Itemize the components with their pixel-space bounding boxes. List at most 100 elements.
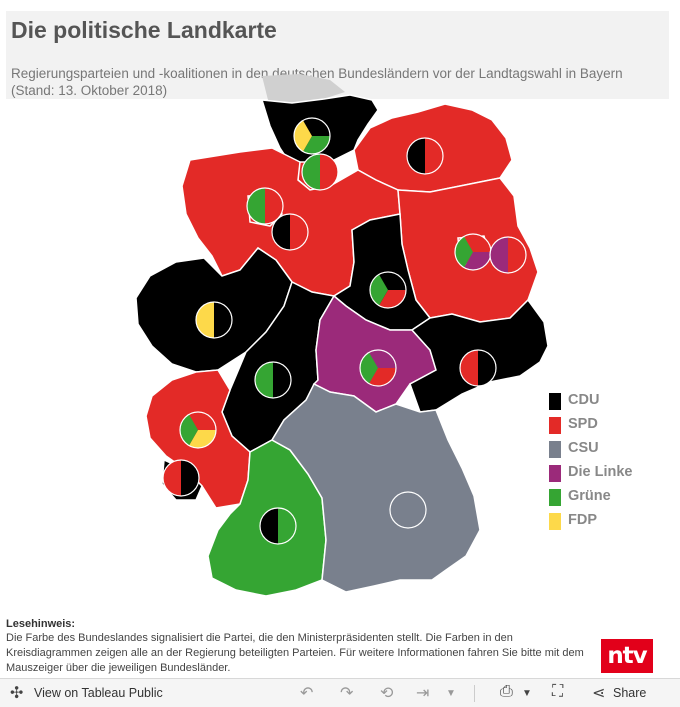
- legend-swatch-cdu: [549, 393, 561, 410]
- legend-item-cdu[interactable]: CDU: [549, 390, 649, 414]
- pie-slice-spd: [290, 214, 308, 250]
- pie-outline: [195, 301, 233, 339]
- pie-schleswig-holstein[interactable]: [293, 117, 331, 155]
- map-svg: [135, 74, 549, 597]
- pie-slice-cdu: [272, 214, 290, 250]
- pie-slice-spd: [508, 237, 526, 273]
- view-on-tableau-link[interactable]: View on Tableau Public: [34, 686, 163, 700]
- pie-rheinland-pfalz[interactable]: [179, 411, 217, 449]
- ntv-logo-text: ntv: [607, 643, 647, 669]
- redo-icon[interactable]: ↷: [340, 685, 354, 702]
- legend-swatch-csu: [549, 441, 561, 458]
- state-bayern[interactable]: [270, 382, 481, 593]
- pie-slice-cdu: [407, 138, 425, 174]
- legend-label-spd: SPD: [568, 416, 598, 432]
- pie-outline: [359, 349, 397, 387]
- coalition-pies: [162, 117, 527, 545]
- map-legend: CDU SPD CSU Die Linke Grüne FDP: [549, 390, 649, 534]
- fullscreen-icon[interactable]: ⛶: [552, 683, 564, 700]
- page-title: Die politische Landkarte: [11, 17, 277, 43]
- reading-note-text: Die Farbe des Bundeslandes signalisiert …: [6, 632, 584, 674]
- pie-slice-fdp: [294, 120, 312, 152]
- pie-slice-gruene: [255, 362, 273, 398]
- pie-saarland[interactable]: [162, 459, 200, 497]
- pie-slice-gruene: [360, 352, 378, 384]
- legend-label-csu: CSU: [568, 440, 599, 456]
- pie-slice-gruene: [179, 414, 198, 446]
- pie-slice-fdp: [196, 302, 214, 338]
- pie-mecklenburg-vorpommern[interactable]: [406, 137, 444, 175]
- legend-item-fdp[interactable]: FDP: [549, 510, 649, 534]
- pie-outline: [259, 507, 297, 545]
- revert-icon[interactable]: ⟲: [380, 685, 394, 702]
- pie-slice-cdu: [478, 350, 496, 386]
- pie-slice-spd: [425, 138, 443, 174]
- pie-outline: [369, 271, 407, 309]
- tableau-toolbar: ✣ View on Tableau Public ↶ ↷ ⟲ ⇥ ▼ ⎙ ▼ ⛶…: [0, 678, 680, 707]
- legend-item-linke[interactable]: Die Linke: [549, 462, 649, 486]
- legend-swatch-gruene: [549, 489, 561, 506]
- pie-slice-linke: [490, 237, 508, 273]
- pie-bremen[interactable]: [246, 187, 284, 225]
- pie-slice-spd: [163, 460, 181, 496]
- pie-outline: [179, 411, 217, 449]
- legend-swatch-spd: [549, 417, 561, 434]
- pie-thueringen[interactable]: [359, 349, 397, 387]
- legend-item-csu[interactable]: CSU: [549, 438, 649, 462]
- chevron-down-icon[interactable]: ▼: [446, 688, 456, 699]
- legend-label-linke: Die Linke: [568, 464, 633, 480]
- pie-slice-gruene: [370, 274, 388, 306]
- pie-brandenburg[interactable]: [489, 236, 527, 274]
- reading-note: Lesehinweis: Die Farbe des Bundeslandes …: [6, 617, 591, 676]
- pie-outline: [489, 236, 527, 274]
- pie-baden-wuerttemberg[interactable]: [259, 507, 297, 545]
- pie-niedersachsen[interactable]: [271, 213, 309, 251]
- ntv-logo: ntv: [601, 639, 653, 673]
- pie-slice-gruene: [302, 154, 320, 190]
- legend-swatch-linke: [549, 465, 561, 482]
- share-button[interactable]: Share: [613, 686, 647, 700]
- toolbar-separator: [474, 685, 475, 702]
- pie-nordrhein-westfalen[interactable]: [195, 301, 233, 339]
- pie-outline: [254, 361, 292, 399]
- undo-icon[interactable]: ↶: [300, 685, 314, 702]
- pie-hamburg[interactable]: [301, 153, 339, 191]
- legend-item-gruene[interactable]: Grüne: [549, 486, 649, 510]
- pie-outline: [301, 153, 339, 191]
- legend-label-cdu: CDU: [568, 392, 600, 408]
- share-icon[interactable]: ⋖: [592, 685, 606, 702]
- pie-berlin[interactable]: [454, 233, 492, 271]
- pie-outline: [162, 459, 200, 497]
- forward-icon[interactable]: ⇥: [416, 685, 430, 702]
- pie-outline: [459, 349, 497, 387]
- download-chevron-icon[interactable]: ▼: [522, 688, 532, 699]
- pie-hessen[interactable]: [254, 361, 292, 399]
- reading-note-heading: Lesehinweis:: [6, 618, 76, 630]
- pie-outline: [246, 187, 284, 225]
- pie-slice-spd: [460, 350, 478, 386]
- pie-slice-cdu: [214, 302, 232, 338]
- pie-slice-cdu: [273, 362, 291, 398]
- legend-swatch-fdp: [549, 513, 561, 530]
- tableau-logo-icon[interactable]: ✣: [10, 685, 24, 702]
- pie-outline: [293, 117, 331, 155]
- pie-sachsen-anhalt[interactable]: [369, 271, 407, 309]
- pie-slice-cdu: [260, 508, 278, 544]
- download-icon[interactable]: ⎙: [500, 683, 513, 700]
- legend-item-spd[interactable]: SPD: [549, 414, 649, 438]
- pie-sachsen[interactable]: [459, 349, 497, 387]
- pie-slice-spd: [320, 154, 338, 190]
- denmark-shape: [262, 74, 345, 104]
- pie-slice-gruene: [247, 188, 265, 224]
- header-panel: [6, 11, 669, 99]
- page-subtitle: Regierungsparteien und -koalitionen in d…: [11, 66, 623, 98]
- germany-map: [135, 74, 549, 597]
- pie-outline: [271, 213, 309, 251]
- legend-label-gruene: Grüne: [568, 488, 611, 504]
- pie-bayern[interactable]: [389, 491, 427, 529]
- pie-outline: [406, 137, 444, 175]
- pie-slice-spd: [265, 188, 283, 224]
- pie-outline: [389, 491, 427, 529]
- pie-slice-cdu: [181, 460, 199, 496]
- legend-label-fdp: FDP: [568, 512, 597, 528]
